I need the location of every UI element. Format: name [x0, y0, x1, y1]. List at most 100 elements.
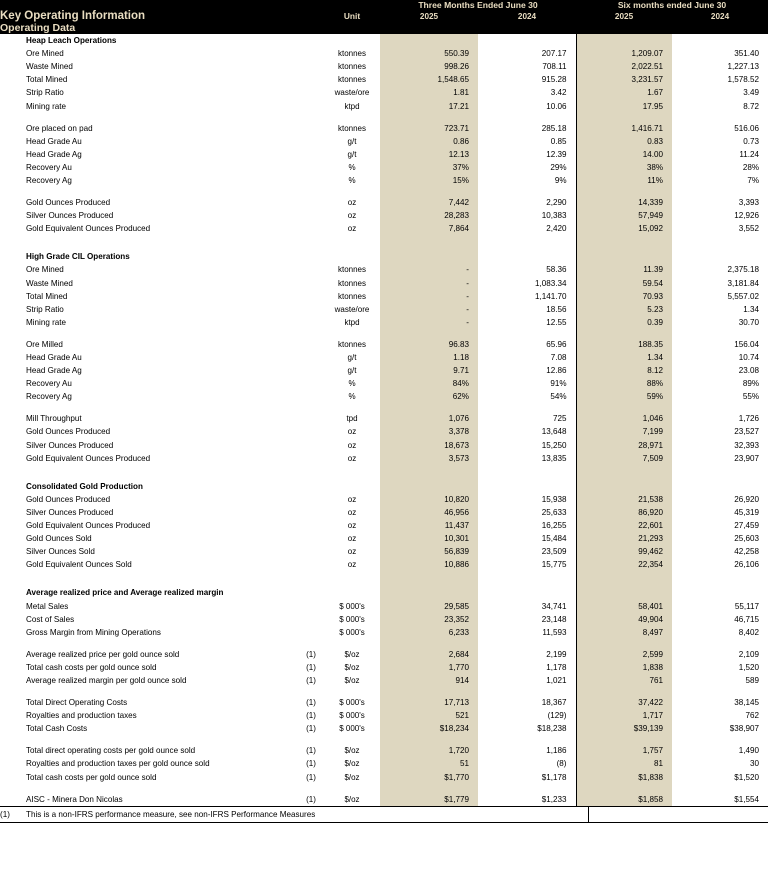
row-unit: $/oz	[344, 772, 360, 782]
section-heading-value-cell	[478, 250, 576, 263]
cell-q2-2024: (129)	[547, 711, 567, 721]
row-unit: ktonnes	[337, 265, 367, 275]
row-label-waste-mined: Waste Mined	[26, 278, 73, 288]
cell-ytd-2025: 8,497	[575, 625, 673, 639]
table-body: Heap Leach Operations Ore Mined ktonnes 550…	[0, 34, 768, 806]
footnote-table: (1) This is a non-IFRS performance measu…	[0, 805, 768, 823]
spacer-cell	[575, 403, 673, 413]
header-year-q2-2024: 2024	[478, 10, 577, 22]
header-group-six-months: Six months ended June 30	[576, 0, 768, 10]
row-label-total-cash-costs-per-gold-ounce-sold: Total cash costs per gold ounce sold	[26, 662, 157, 672]
section-heading-value-cell	[672, 34, 768, 47]
row-unit: oz	[347, 440, 357, 450]
spacer-cell	[575, 187, 673, 197]
spacer-cell	[672, 687, 768, 696]
cell-q2-2024: 207.17	[541, 49, 567, 59]
row-label-head-grade-ag: Head Grade Ag	[26, 149, 82, 159]
cell-q2-2025: 10,886	[380, 558, 478, 572]
row-unit: %	[348, 162, 356, 172]
row-spacer	[0, 187, 768, 197]
row-label-total-mined: Total Mined	[26, 75, 68, 85]
cell-q2-2024: 12.39	[546, 149, 567, 159]
cell-ytd-2024: $1,520	[734, 772, 760, 782]
cell-ytd-2025: $39,139	[575, 722, 673, 736]
cell-q2-2025: 1.18	[380, 350, 478, 365]
row-footnote-marker	[298, 316, 324, 329]
cell-q2-2024: 18.56	[546, 304, 567, 314]
cell-q2-2025: 15%	[380, 173, 478, 188]
table-header: Three Months Ended June 30 Six months en…	[0, 0, 768, 34]
spacer-cell	[298, 784, 324, 793]
spacer-cell	[380, 235, 478, 251]
row-footnote-marker	[298, 209, 324, 222]
row-footnote-marker	[298, 452, 324, 465]
spacer-cell	[575, 735, 673, 745]
cell-ytd-2024: 1,490	[738, 746, 760, 756]
cell-q2-2024: 16,255	[541, 521, 567, 531]
row-footnote-marker	[298, 439, 324, 452]
cell-ytd-2025: 22,354	[575, 558, 673, 572]
row-spacer	[0, 464, 768, 480]
cell-q2-2025: -	[380, 276, 478, 290]
spacer-cell	[380, 783, 478, 793]
cell-q2-2024: 34,741	[541, 601, 567, 611]
spacer-cell	[324, 639, 380, 648]
cell-ytd-2025: 21,538	[575, 492, 673, 506]
section-heading-value-cell	[380, 250, 478, 264]
table-row: Cost of Sales $ 000's 23,352 23,148 49,904 46…	[0, 612, 768, 626]
row-spacer	[0, 783, 768, 793]
cell-q2-2024: 9%	[554, 175, 567, 185]
row-unit: g/t	[347, 366, 357, 376]
cell-q2-2024: 23,148	[541, 614, 567, 624]
row-label-gold-equivalent-ounces-produced: Gold Equivalent Ounces Produced	[26, 224, 151, 234]
cell-ytd-2025: 0.39	[575, 315, 673, 329]
spacer-cell	[380, 328, 478, 338]
cell-q2-2025: 12.13	[380, 147, 478, 161]
spacer-cell	[380, 403, 478, 413]
section-heading-value-cell	[575, 586, 673, 600]
section-heading-value-cell	[672, 250, 768, 263]
spacer-cell	[298, 571, 324, 586]
cell-ytd-2024: 25,603	[734, 534, 760, 544]
row-label-gold-ounces-produced: Gold Ounces Produced	[26, 427, 111, 437]
spacer-cell	[478, 465, 576, 480]
row-footnote-marker	[298, 613, 324, 626]
spacer-cell	[324, 465, 380, 480]
row-unit: $ 000's	[339, 601, 365, 611]
row-unit: ktonnes	[337, 339, 367, 349]
row-unit: oz	[347, 560, 357, 570]
row-unit: oz	[347, 547, 357, 557]
cell-q2-2024: 15,484	[541, 534, 567, 544]
section-heading-value-cell	[380, 586, 478, 600]
row-unit: $ 000's	[339, 627, 365, 637]
spacer-cell	[672, 571, 768, 586]
table-row: Ore Mined ktonnes - 58.36 11.39 2,375.18	[0, 263, 768, 277]
cell-ytd-2024: 55,117	[734, 601, 760, 611]
spacer-cell	[324, 403, 380, 412]
cell-ytd-2024: 26,106	[734, 560, 760, 570]
row-spacer	[0, 638, 768, 648]
table-row: Gold Equivalent Ounces Sold oz 10,886 15,77…	[0, 558, 768, 572]
footnote-area: (1) This is a non-IFRS performance measu…	[0, 805, 768, 823]
spacer-cell	[575, 235, 673, 251]
section-heading-value-cell	[380, 479, 478, 493]
table-row: Gold Equivalent Ounces Produced oz 7,864 2,…	[0, 222, 768, 236]
footnote-row: (1) This is a non-IFRS performance measu…	[0, 806, 768, 823]
cell-q2-2024: 3.42	[550, 88, 567, 98]
cell-ytd-2024: 8,402	[738, 627, 760, 637]
cell-q2-2025: 7,864	[380, 222, 478, 236]
spacer-cell	[380, 187, 478, 197]
header-spacer	[0, 0, 380, 10]
cell-ytd-2024: 30.70	[738, 317, 760, 327]
cell-q2-2025: 3,573	[380, 451, 478, 465]
row-footnote-marker	[298, 493, 324, 506]
spacer-cell	[324, 687, 380, 696]
spacer-cell	[324, 235, 380, 250]
row-unit: waste/ore	[334, 88, 370, 98]
cell-ytd-2025: 188.35	[575, 337, 673, 351]
row-unit: $ 000's	[339, 711, 365, 721]
cell-ytd-2025: 2,599	[575, 647, 673, 661]
spacer-cell	[672, 113, 768, 122]
row-footnote-marker	[298, 599, 324, 612]
table-row: Total cash costs per gold ounce sold (1) $…	[0, 770, 768, 784]
